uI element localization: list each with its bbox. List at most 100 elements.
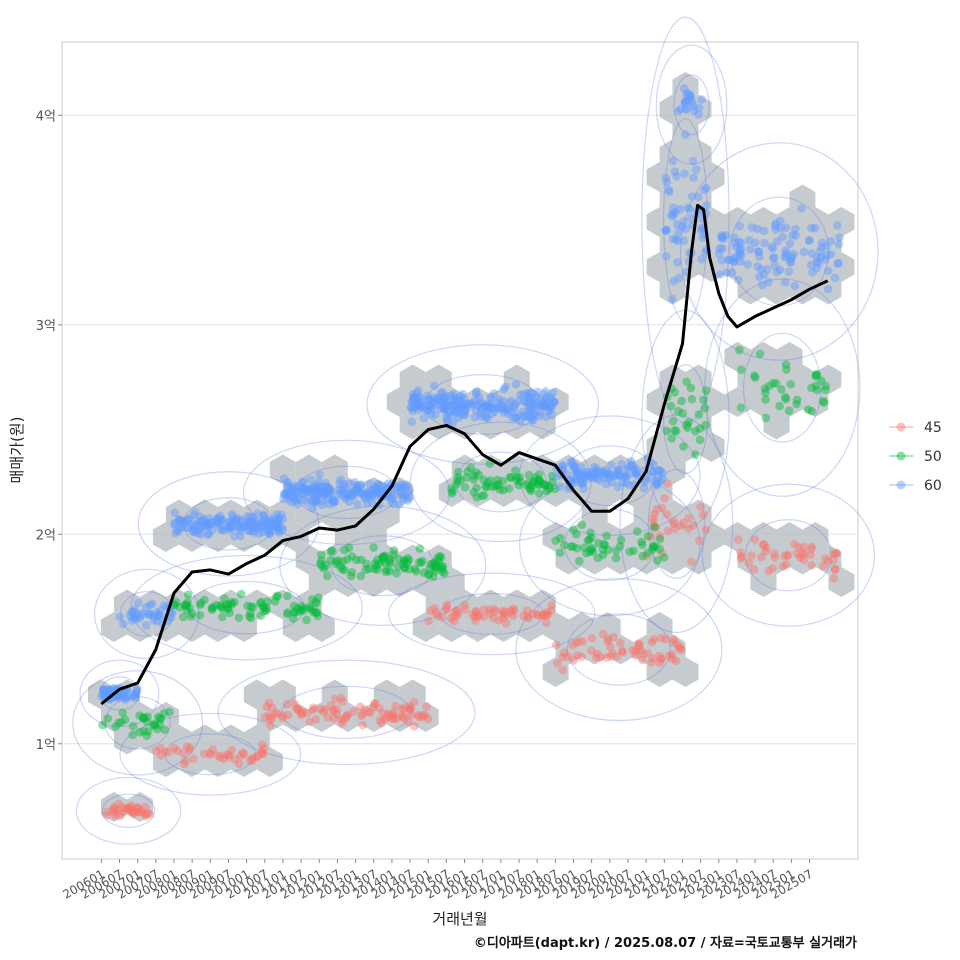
- point-60: [405, 493, 415, 502]
- point-60: [460, 401, 470, 410]
- point-60: [264, 528, 274, 538]
- point-45: [397, 710, 407, 720]
- point-50: [588, 547, 598, 556]
- hexbin-cell: [659, 409, 686, 440]
- point-60: [248, 512, 258, 522]
- density-contour: [673, 74, 710, 136]
- hexbin-cell: [516, 387, 543, 417]
- point-60: [299, 490, 309, 500]
- point-60: [529, 409, 538, 418]
- hexbin-cell: [633, 634, 660, 665]
- hexbin-cell: [360, 702, 387, 732]
- point-60: [339, 486, 349, 495]
- point-60: [826, 236, 836, 246]
- point-60: [673, 220, 682, 229]
- point-60: [472, 401, 482, 410]
- point-50: [326, 547, 336, 556]
- point-45: [501, 619, 511, 628]
- point-60: [115, 612, 125, 622]
- point-60: [297, 477, 307, 487]
- point-50: [153, 712, 163, 722]
- point-45: [830, 565, 840, 574]
- point-60: [118, 691, 128, 701]
- hexbin-cell: [399, 544, 426, 575]
- point-50: [655, 544, 665, 554]
- point-60: [278, 514, 288, 524]
- point-50: [653, 556, 662, 565]
- point-60: [352, 499, 362, 509]
- hexbin-cell: [425, 544, 452, 575]
- point-60: [153, 611, 163, 621]
- point-60: [716, 232, 726, 242]
- point-60: [540, 402, 549, 412]
- point-60: [606, 460, 616, 470]
- point-60: [790, 281, 800, 291]
- density-contour: [388, 572, 596, 656]
- point-50: [207, 603, 217, 613]
- point-60: [273, 522, 283, 531]
- point-60: [503, 404, 512, 413]
- point-50: [587, 543, 597, 553]
- point-50: [506, 472, 516, 482]
- point-60: [814, 258, 824, 267]
- point-60: [132, 688, 141, 697]
- point-60: [754, 247, 763, 256]
- legend-label: 50: [924, 449, 942, 465]
- point-45: [828, 555, 838, 565]
- point-45: [695, 536, 704, 545]
- hexbin-cell: [295, 589, 322, 620]
- point-60: [590, 469, 599, 479]
- point-50: [786, 379, 796, 389]
- point-50: [424, 570, 433, 579]
- point-50: [290, 608, 299, 617]
- point-60: [392, 482, 401, 492]
- point-45: [326, 701, 336, 710]
- point-60: [461, 405, 471, 415]
- point-45: [687, 557, 696, 567]
- hexbin-cell: [750, 567, 777, 597]
- point-60: [470, 413, 479, 422]
- point-50: [338, 557, 348, 566]
- point-60: [781, 252, 791, 261]
- density-contour: [130, 554, 363, 661]
- hexbin-cell: [672, 657, 699, 687]
- point-45: [688, 521, 698, 530]
- point-50: [227, 599, 237, 609]
- point-50: [782, 365, 791, 374]
- point-60: [358, 489, 368, 499]
- point-60: [806, 260, 816, 270]
- point-50: [666, 401, 676, 411]
- point-50: [230, 598, 239, 607]
- point-45: [389, 707, 399, 717]
- point-45: [551, 640, 561, 650]
- point-50: [149, 720, 158, 730]
- point-60: [314, 477, 324, 487]
- point-50: [305, 602, 314, 611]
- point-60: [189, 522, 199, 531]
- point-50: [433, 553, 443, 562]
- hexbin-cell: [243, 589, 270, 620]
- point-50: [416, 558, 426, 568]
- point-60: [389, 499, 399, 508]
- point-45: [358, 720, 367, 730]
- point-60: [484, 405, 493, 414]
- point-50: [392, 568, 401, 578]
- point-60: [343, 488, 352, 498]
- hexbin-cell: [399, 409, 426, 440]
- point-45: [305, 717, 314, 727]
- point-60: [416, 402, 426, 411]
- point-50: [483, 478, 493, 487]
- hexbin-cell: [750, 207, 777, 237]
- point-60: [689, 101, 698, 111]
- point-60: [287, 484, 297, 494]
- point-45: [558, 652, 568, 662]
- point-45: [271, 709, 280, 719]
- point-60: [255, 522, 265, 532]
- point-45: [587, 646, 596, 656]
- point-50: [492, 480, 502, 490]
- point-45: [316, 704, 326, 714]
- point-60: [812, 253, 822, 262]
- density-contour: [564, 508, 656, 581]
- point-60: [344, 479, 353, 489]
- point-45: [290, 699, 299, 708]
